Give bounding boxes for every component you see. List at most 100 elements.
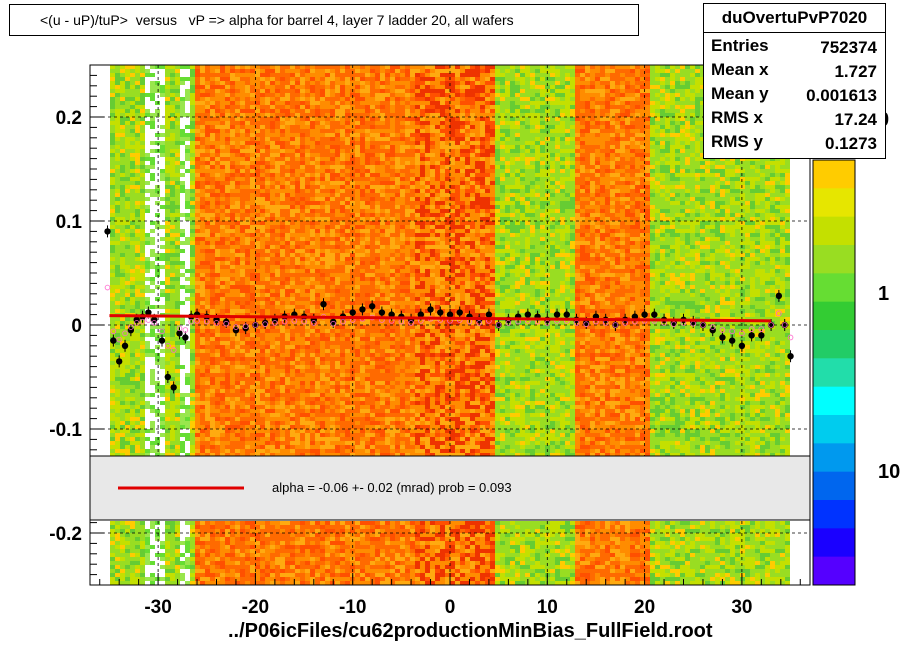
heatmap-cell — [265, 441, 270, 445]
heatmap-cell — [335, 545, 340, 549]
heatmap-cell — [175, 101, 180, 105]
heatmap-cell — [340, 221, 345, 225]
heatmap-cell — [245, 293, 250, 297]
heatmap-cell — [185, 557, 190, 561]
heatmap-cell — [175, 429, 180, 433]
heatmap-cell — [335, 533, 340, 537]
heatmap-cell — [155, 189, 160, 193]
heatmap-cell — [320, 557, 325, 561]
heatmap-cell — [185, 193, 190, 197]
heatmap-cell — [315, 85, 320, 89]
heatmap-cell — [210, 249, 215, 253]
heatmap-cell — [235, 417, 240, 421]
heatmap-cell — [115, 177, 120, 181]
heatmap-cell — [305, 377, 310, 381]
heatmap-cell — [275, 101, 280, 105]
heatmap-cell — [280, 301, 285, 305]
heatmap-cell — [335, 373, 340, 377]
heatmap-cell — [275, 209, 280, 213]
heatmap-cell — [340, 565, 345, 569]
heatmap-cell — [195, 65, 200, 69]
heatmap-cell — [250, 549, 255, 553]
heatmap-cell — [305, 145, 310, 149]
heatmap-cell — [135, 185, 140, 189]
heatmap-cell — [290, 65, 295, 69]
heatmap-cell — [130, 565, 135, 569]
heatmap-cell — [285, 193, 290, 197]
heatmap-cell — [265, 93, 270, 97]
heatmap-cell — [115, 377, 120, 381]
heatmap-cell — [270, 529, 275, 533]
heatmap-cell — [110, 557, 115, 561]
heatmap-cell — [270, 173, 275, 177]
heatmap-cell — [120, 177, 125, 181]
heatmap-cell — [240, 533, 245, 537]
heatmap-cell — [320, 141, 325, 145]
heatmap-cell — [120, 165, 125, 169]
heatmap-cell — [220, 81, 225, 85]
heatmap-cell — [260, 549, 265, 553]
heatmap-cell — [270, 105, 275, 109]
heatmap-cell — [145, 533, 150, 537]
heatmap-cell — [330, 393, 335, 397]
heatmap-cell — [245, 109, 250, 113]
heatmap-cell — [135, 117, 140, 121]
heatmap-cell — [120, 249, 125, 253]
heatmap-cell — [190, 185, 195, 189]
heatmap-cell — [300, 453, 305, 457]
heatmap-cell — [280, 565, 285, 569]
heatmap-cell — [205, 181, 210, 185]
heatmap-cell — [195, 273, 200, 277]
heatmap-cell — [170, 109, 175, 113]
heatmap-cell — [180, 321, 185, 325]
heatmap-cell — [205, 157, 210, 161]
heatmap-cell — [210, 165, 215, 169]
heatmap-cell — [200, 413, 205, 417]
heatmap-cell — [230, 117, 235, 121]
heatmap-cell — [295, 177, 300, 181]
heatmap-cell — [110, 409, 115, 413]
heatmap-cell — [330, 545, 335, 549]
heatmap-cell — [115, 121, 120, 125]
heatmap-cell — [280, 257, 285, 261]
heatmap-cell — [245, 321, 250, 325]
heatmap-cell — [275, 401, 280, 405]
heatmap-cell — [305, 269, 310, 273]
heatmap-cell — [280, 441, 285, 445]
heatmap-cell — [315, 221, 320, 225]
heatmap-cell — [145, 353, 150, 357]
heatmap-cell — [285, 245, 290, 249]
heatmap-cell — [185, 537, 190, 541]
heatmap-cell — [165, 361, 170, 365]
heatmap-cell — [290, 289, 295, 293]
heatmap-cell — [270, 73, 275, 77]
heatmap-cell — [215, 521, 220, 525]
heatmap-cell — [170, 101, 175, 105]
heatmap-cell — [135, 213, 140, 217]
heatmap-cell — [320, 109, 325, 113]
heatmap-cell — [190, 153, 195, 157]
heatmap-cell — [295, 537, 300, 541]
heatmap-cell — [340, 369, 345, 373]
heatmap-cell — [340, 357, 345, 361]
heatmap-cell — [275, 249, 280, 253]
heatmap-cell — [290, 81, 295, 85]
heatmap-cell — [210, 237, 215, 241]
heatmap-cell — [115, 165, 120, 169]
heatmap-cell — [115, 341, 120, 345]
heatmap-cell — [335, 437, 340, 441]
heatmap-cell — [245, 425, 250, 429]
heatmap-cell — [335, 249, 340, 253]
heatmap-cell — [290, 321, 295, 325]
heatmap-cell — [125, 225, 130, 229]
heatmap-cell — [235, 193, 240, 197]
heatmap-cell — [120, 373, 125, 377]
heatmap-cell — [260, 393, 265, 397]
heatmap-cell — [330, 113, 335, 117]
heatmap-cell — [300, 345, 305, 349]
heatmap-cell — [240, 553, 245, 557]
heatmap-cell — [130, 225, 135, 229]
heatmap-cell — [110, 541, 115, 545]
heatmap-cell — [285, 329, 290, 333]
heatmap-cell — [295, 377, 300, 381]
